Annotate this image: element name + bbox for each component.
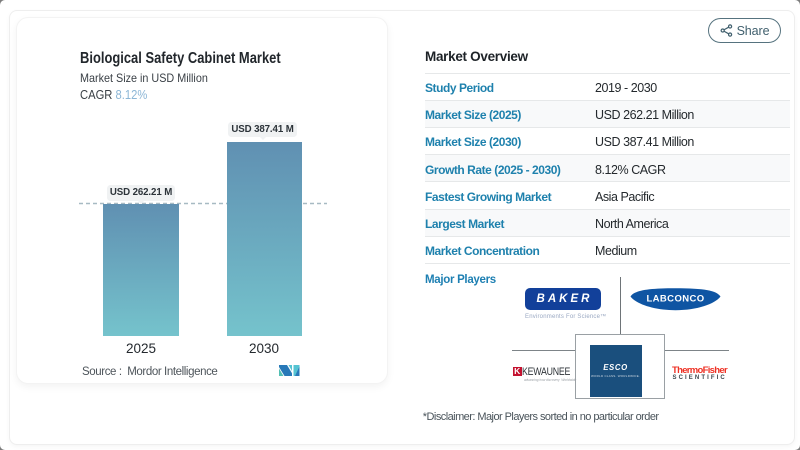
svg-text:LABCONCO: LABCONCO: [646, 294, 704, 305]
